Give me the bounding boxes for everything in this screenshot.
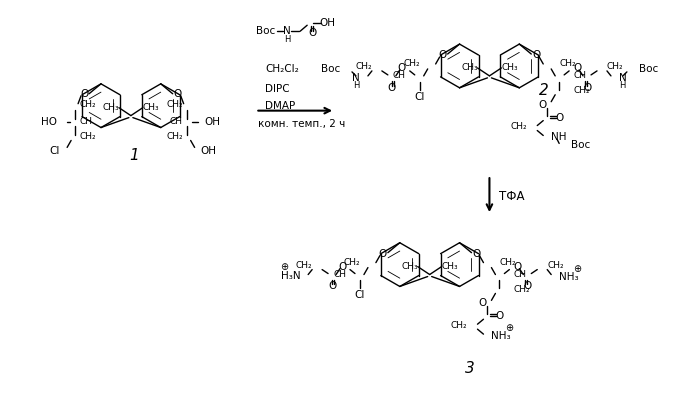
Text: CH₃: CH₃: [143, 103, 159, 112]
Text: OH: OH: [205, 116, 221, 126]
Text: CH₂: CH₂: [513, 285, 530, 294]
Text: CH₂: CH₂: [166, 100, 182, 109]
Text: CH: CH: [513, 270, 526, 279]
Text: ⊕: ⊕: [505, 323, 514, 333]
Text: Cl: Cl: [415, 92, 425, 102]
Text: 3: 3: [465, 361, 475, 376]
Text: H: H: [354, 81, 360, 90]
Text: O: O: [473, 249, 481, 259]
Text: CH₃: CH₃: [461, 64, 478, 72]
Text: ⊕: ⊕: [573, 263, 581, 273]
Text: Boc: Boc: [256, 26, 275, 36]
Text: HO: HO: [41, 116, 57, 126]
Text: O: O: [478, 298, 487, 309]
Text: CH₂: CH₂: [403, 59, 419, 69]
Text: O: O: [328, 281, 336, 292]
Text: O: O: [80, 89, 88, 99]
Text: H₃N: H₃N: [280, 271, 300, 280]
Text: комн. темп., 2 ч: комн. темп., 2 ч: [259, 119, 345, 128]
Text: ⊕: ⊕: [280, 261, 288, 272]
Text: CH₃: CH₃: [501, 64, 518, 72]
Text: CH₂: CH₂: [499, 258, 516, 267]
Text: Cl: Cl: [50, 146, 60, 157]
Text: N: N: [283, 26, 291, 36]
Text: N: N: [619, 73, 627, 83]
Text: CH₃: CH₃: [441, 262, 458, 271]
Text: CH₂: CH₂: [607, 62, 624, 71]
Text: O: O: [538, 100, 547, 110]
Text: CH: CH: [79, 117, 92, 126]
Text: O: O: [388, 83, 396, 93]
Text: CH₂: CH₂: [79, 100, 96, 109]
Text: CH₂: CH₂: [511, 122, 527, 131]
Text: CH: CH: [170, 117, 182, 126]
Text: CH₂: CH₂: [343, 258, 360, 267]
Text: N: N: [352, 73, 360, 83]
Text: CH₂: CH₂: [451, 321, 468, 330]
Text: CH₃: CH₃: [103, 103, 120, 112]
Text: CH₃: CH₃: [401, 262, 418, 271]
Text: H: H: [284, 35, 291, 44]
Text: O: O: [523, 281, 531, 292]
Text: NH₃: NH₃: [559, 271, 579, 282]
Text: CH: CH: [573, 71, 586, 81]
Text: O: O: [496, 311, 503, 321]
Text: Boc: Boc: [571, 140, 591, 150]
Text: 2: 2: [540, 83, 549, 98]
Text: CH₂: CH₂: [79, 132, 96, 141]
Text: CH: CH: [393, 71, 406, 81]
Text: O: O: [555, 113, 563, 123]
Text: CH: CH: [333, 270, 346, 279]
Text: O: O: [308, 28, 316, 38]
Text: CH₂: CH₂: [355, 62, 372, 71]
Text: O: O: [438, 50, 447, 60]
Text: O: O: [173, 89, 182, 99]
Text: Boc: Boc: [321, 64, 340, 74]
Text: CH₂: CH₂: [573, 86, 590, 95]
Text: O: O: [532, 50, 540, 60]
Text: O: O: [583, 83, 591, 93]
Text: DMAP: DMAP: [266, 101, 296, 111]
Text: CH₂: CH₂: [559, 59, 576, 69]
Text: H: H: [619, 81, 626, 90]
Text: OH: OH: [201, 146, 217, 157]
Text: NH: NH: [552, 133, 567, 142]
Text: 1: 1: [129, 148, 138, 163]
Text: DIPC: DIPC: [266, 84, 290, 94]
Text: CH₂: CH₂: [296, 261, 312, 270]
Text: O: O: [338, 261, 346, 272]
Text: O: O: [573, 63, 581, 73]
Text: OH: OH: [319, 18, 335, 28]
Text: CH₂: CH₂: [166, 132, 182, 141]
Text: Boc: Boc: [639, 64, 658, 74]
Text: CH₂: CH₂: [547, 261, 564, 270]
Text: ТФА: ТФА: [499, 190, 525, 202]
Text: O: O: [379, 249, 387, 259]
Text: NH₃: NH₃: [491, 331, 511, 341]
Text: O: O: [513, 261, 521, 272]
Text: CH₂Cl₂: CH₂Cl₂: [266, 64, 299, 74]
Text: Cl: Cl: [355, 290, 365, 300]
Text: O: O: [398, 63, 406, 73]
